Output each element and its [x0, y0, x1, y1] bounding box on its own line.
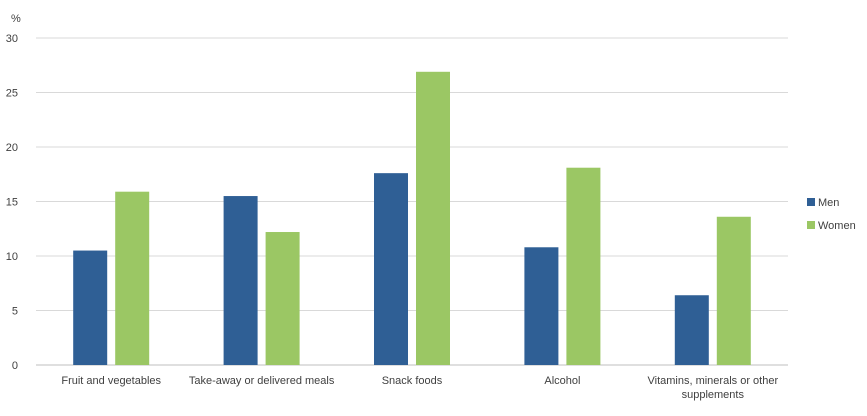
legend-label-men: Men — [818, 197, 839, 209]
y-tick-label: 15 — [6, 197, 18, 209]
bar-men-0 — [73, 250, 108, 365]
y-tick-label: 10 — [6, 251, 18, 263]
x-tick-label: Snack foods — [382, 375, 443, 387]
grid-layer — [36, 37, 788, 366]
y-tick-label: 0 — [12, 360, 18, 372]
legend-swatch-women — [807, 221, 815, 229]
y-tick-label: 30 — [6, 33, 18, 45]
x-tick-label: Fruit and vegetables — [61, 375, 161, 387]
bar-men-2 — [374, 173, 408, 365]
x-tick-label: Take-away or delivered meals — [189, 375, 335, 387]
bar-men-4 — [674, 295, 709, 365]
legend: Men Women — [807, 197, 856, 232]
bar-women-4 — [716, 216, 751, 365]
bar-women-2 — [416, 71, 450, 365]
y-tick-label: 25 — [6, 88, 18, 100]
y-tick-label: 20 — [6, 142, 18, 154]
bar-men-1 — [223, 196, 258, 365]
legend-swatch-men — [807, 198, 815, 206]
legend-label-women: Women — [818, 220, 856, 232]
bars-layer — [73, 71, 751, 365]
x-tick-label: supplements — [682, 389, 745, 401]
labels-layer: 0 5 10 15 20 25 30 Fruit and vegetables Take-awa… — [6, 33, 779, 401]
y-axis-label: % — [11, 13, 21, 25]
bar-women-3 — [566, 167, 601, 365]
bar-women-0 — [115, 191, 150, 365]
x-tick-label: Vitamins, minerals or other — [647, 375, 778, 387]
bar-women-1 — [265, 232, 300, 365]
y-tick-label: 5 — [12, 306, 18, 318]
bar-men-3 — [524, 247, 559, 365]
x-tick-label: Alcohol — [544, 375, 580, 387]
